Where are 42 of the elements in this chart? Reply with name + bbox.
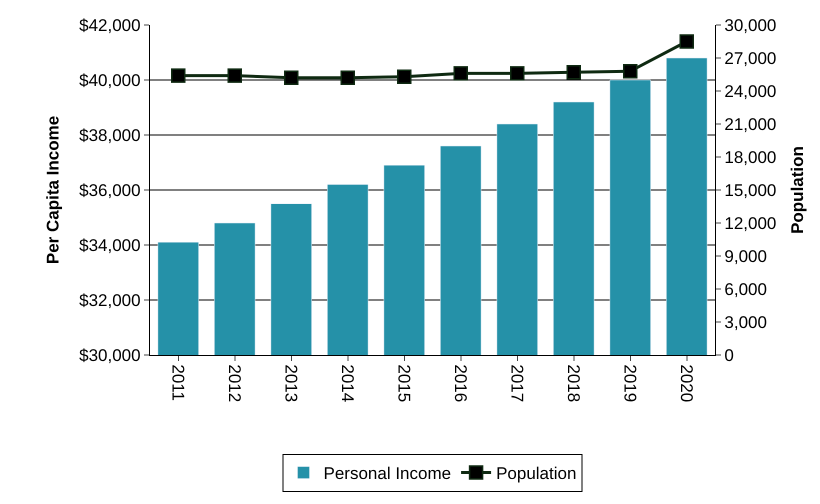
x-tick-label: 2016 [451,364,470,402]
point [680,34,694,49]
x-tick-label: 2011 [168,364,188,401]
x-tick-label: 2013 [282,364,301,402]
y-tick-label: $38,000 [79,126,141,145]
legend-label: Population [496,464,576,484]
y2-tick-label: 12,000 [724,214,776,233]
point [397,69,412,84]
x-tick-label: 2012 [225,364,244,402]
x-tick-label: 2017 [508,364,527,402]
y2-tick-label: 0 [724,346,734,365]
y-axis-title: Per Capita Income [44,116,63,264]
x-tick-label: 2015 [394,364,414,402]
point [284,70,298,86]
y2-tick-label: 3,000 [724,312,767,332]
point [510,66,524,81]
x-tick-label: 2018 [564,364,584,402]
y-tick-label: $32,000 [79,290,141,310]
y2-tick-label: 6,000 [724,280,767,299]
y2-tick-label: 9,000 [724,246,767,266]
point [454,66,468,81]
y2-tick-label: 18,000 [724,148,776,167]
y2-tick-label: 15,000 [724,180,776,200]
y-tick-label: $42,000 [79,16,141,35]
legend-label: Personal Income [324,464,452,484]
x-tick-label: 2014 [338,364,358,402]
y2-tick-label: 21,000 [724,114,776,134]
point [171,68,186,83]
y-tick-label: $40,000 [79,70,141,90]
x-tick-label: 2020 [677,364,696,402]
y2-tick-label: 24,000 [724,82,776,101]
point [623,64,638,78]
point [566,65,581,80]
point [340,70,355,86]
y-tick-label: $36,000 [79,180,141,200]
y-tick-label: $34,000 [79,236,141,255]
y2-axis-title: Population [788,146,807,234]
point [228,68,242,83]
x-tick-label: 2019 [620,364,640,402]
y-tick-label: $30,000 [79,346,141,365]
y2-tick-label: 27,000 [724,48,776,68]
y2-tick-label: 30,000 [724,16,776,35]
